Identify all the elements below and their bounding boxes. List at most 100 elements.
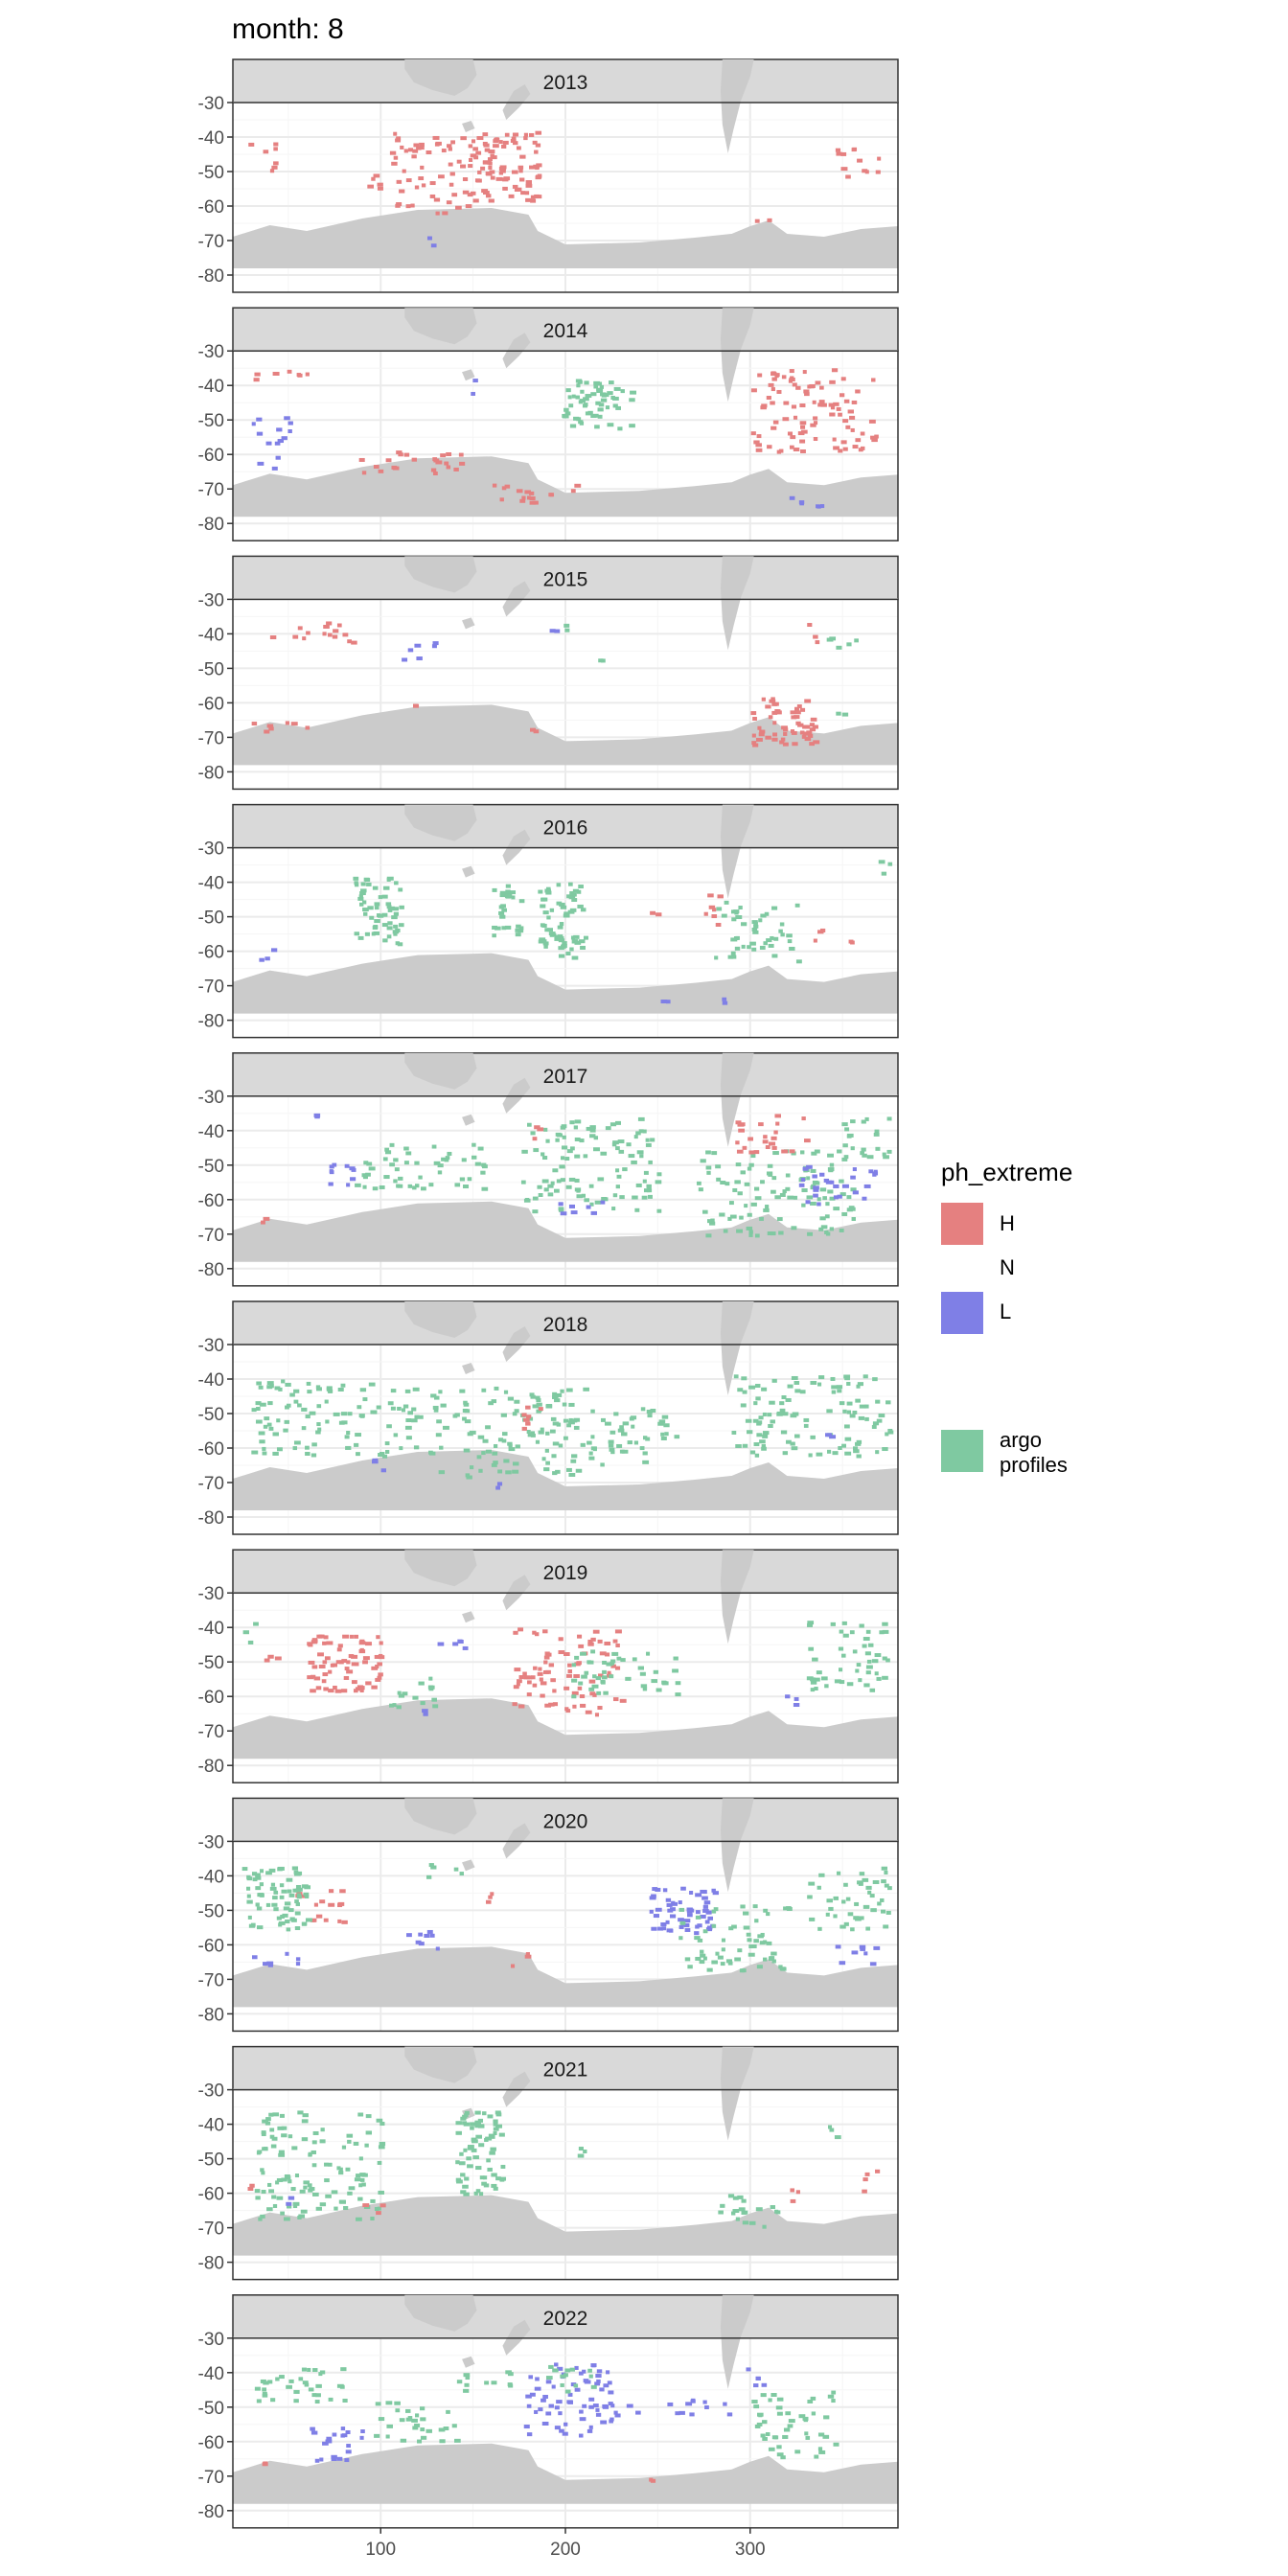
cell-A <box>414 1161 420 1165</box>
cell-A <box>734 946 741 951</box>
cell-L <box>678 1924 684 1929</box>
cell-H <box>770 1136 777 1140</box>
cell-A <box>263 1424 268 1429</box>
cell-A <box>251 1450 259 1455</box>
cell-L <box>579 2409 584 2414</box>
cell-A <box>252 1877 258 1882</box>
cell-H <box>807 733 814 738</box>
data-cells <box>254 2362 840 2483</box>
cell-H <box>791 715 797 720</box>
cell-A <box>403 1161 409 1165</box>
cell-A <box>272 1451 279 1456</box>
cell-A <box>405 2408 411 2413</box>
cell-A <box>566 1149 573 1154</box>
cell-L <box>653 1914 659 1919</box>
cell-A <box>827 1153 834 1158</box>
cell-A <box>583 1387 589 1392</box>
cell-A <box>283 2217 290 2221</box>
x-tick-label: 300 <box>735 2540 766 2560</box>
cell-A <box>617 1139 625 1144</box>
cell-H <box>795 385 801 390</box>
cell-A <box>842 1409 847 1414</box>
cell-A <box>831 2399 836 2404</box>
cell-A <box>804 2431 809 2436</box>
cell-A <box>316 1422 321 1427</box>
cell-H <box>359 1689 364 1693</box>
cell-A <box>856 1663 862 1668</box>
cell-H <box>379 1641 383 1645</box>
cell-A <box>405 1436 412 1440</box>
cell-A <box>779 922 785 927</box>
cell-L <box>785 1694 791 1699</box>
cell-A <box>772 1151 779 1156</box>
cell-H <box>269 169 275 173</box>
cell-A <box>882 1656 887 1661</box>
cell-A <box>288 2134 293 2139</box>
cell-H <box>750 388 757 393</box>
cell-H <box>418 176 425 181</box>
cell-A <box>698 1187 703 1192</box>
cell-A <box>562 941 567 946</box>
cell-L <box>851 1950 859 1955</box>
cell-A <box>454 2438 461 2443</box>
cell-A <box>613 1412 619 1416</box>
cell-A <box>560 2374 566 2379</box>
cell-H <box>860 446 865 450</box>
cell-A <box>360 882 366 886</box>
cell-H <box>518 1704 525 1709</box>
cell-A <box>515 928 519 932</box>
cell-H <box>840 151 847 156</box>
cell-A <box>543 1467 550 1472</box>
cell-H <box>272 371 280 376</box>
facet-strip <box>232 555 899 601</box>
cell-A <box>359 1388 367 1392</box>
cell-A <box>855 1668 860 1673</box>
cell-A <box>852 1410 858 1414</box>
cell-A <box>731 1430 737 1435</box>
cell-A <box>288 1893 295 1898</box>
cell-A <box>462 2121 468 2126</box>
cell-A <box>587 2368 592 2373</box>
cell-H <box>838 412 842 417</box>
cell-L <box>582 2404 587 2408</box>
cell-L <box>599 2387 605 2392</box>
cell-A <box>302 2113 309 2118</box>
cell-A <box>747 1938 752 1943</box>
y-tick-label: -80 <box>198 1012 224 1032</box>
cell-A <box>493 2186 498 2191</box>
cell-A <box>700 1159 706 1163</box>
cell-A <box>630 390 637 395</box>
cell-A <box>610 1122 617 1127</box>
cell-H <box>753 440 760 445</box>
cell-A <box>536 1409 541 1414</box>
cell-A <box>412 1387 420 1392</box>
cell-H <box>446 465 451 470</box>
cell-H <box>459 461 466 466</box>
cell-H <box>855 389 861 394</box>
cell-L <box>331 2454 337 2459</box>
cell-A <box>288 2179 292 2184</box>
cell-A <box>315 2393 321 2398</box>
cell-A <box>738 2207 746 2212</box>
cell-A <box>357 935 364 940</box>
cell-L <box>596 2379 601 2383</box>
cell-H <box>564 1707 569 1712</box>
cell-A <box>769 1956 775 1961</box>
cell-H <box>328 1902 335 1907</box>
cell-H <box>448 147 452 151</box>
cell-H <box>758 1122 764 1127</box>
cell-H <box>717 894 724 899</box>
cell-A <box>426 2428 432 2433</box>
cell-A <box>843 1424 850 1429</box>
cell-A <box>874 1653 882 1658</box>
cell-H <box>535 143 541 148</box>
cell-A <box>560 905 567 909</box>
cell-H <box>558 1650 565 1655</box>
cell-H <box>782 742 789 747</box>
cell-A <box>258 2217 263 2221</box>
cell-H <box>434 142 440 147</box>
cell-H <box>313 1676 321 1681</box>
x-axis: 100 200 300 <box>365 2527 766 2560</box>
cell-L <box>661 1926 667 1931</box>
cell-A <box>861 1119 866 1124</box>
